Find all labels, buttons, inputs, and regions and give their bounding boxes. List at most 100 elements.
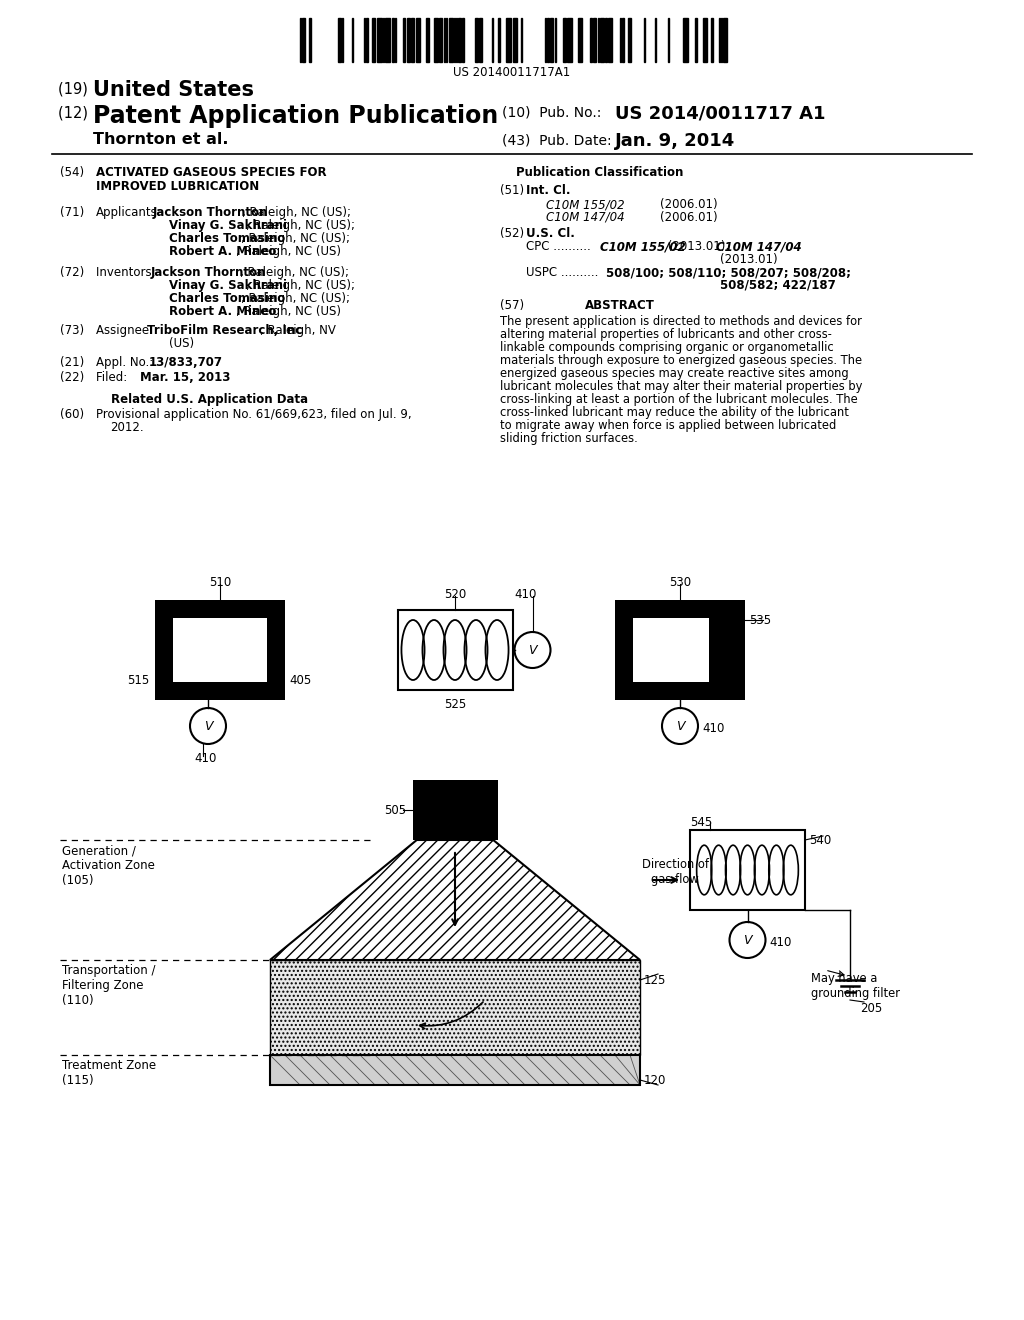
Text: Charles Tomasino: Charles Tomasino [169,292,286,305]
Bar [411,18,414,62]
Text: IMPROVED LUBRICATION: IMPROVED LUBRICATION [96,180,259,193]
Text: C10M 147/04: C10M 147/04 [546,211,625,224]
Text: (60): (60) [60,408,84,421]
Text: , Raleigh, NC (US): , Raleigh, NC (US) [237,305,341,318]
Text: Mar. 15, 2013: Mar. 15, 2013 [140,371,230,384]
Bar [593,18,596,62]
Text: US 20140011717A1: US 20140011717A1 [454,66,570,79]
Text: Publication Classification: Publication Classification [516,166,684,180]
Bar [173,618,267,682]
Circle shape [514,632,551,668]
Text: energized gaseous species may create reactive sites among: energized gaseous species may create rea… [500,367,849,380]
Text: (54): (54) [60,166,84,180]
Text: (51): (51) [500,183,524,197]
Text: Vinay G. Sakhrani: Vinay G. Sakhrani [169,219,287,232]
Text: (73): (73) [60,323,84,337]
Text: Direction of
gas flow: Direction of gas flow [641,858,709,886]
Text: 510: 510 [209,576,231,589]
Text: 13/833,707: 13/833,707 [150,356,223,370]
Text: US 2014/0011717 A1: US 2014/0011717 A1 [615,104,825,121]
Text: to migrate away when force is applied between lubricated: to migrate away when force is applied be… [500,418,837,432]
Text: U.S. Cl.: U.S. Cl. [526,227,574,240]
Text: Transportation /
Filtering Zone
(110): Transportation / Filtering Zone (110) [62,964,156,1007]
Text: 405: 405 [289,673,311,686]
Text: cross-linked lubricant may reduce the ability of the lubricant: cross-linked lubricant may reduce the ab… [500,407,849,418]
Bar [506,18,511,62]
Bar [155,601,285,700]
Text: Int. Cl.: Int. Cl. [526,183,570,197]
Circle shape [190,708,226,744]
Bar [590,18,592,62]
Text: Robert A. Mineo: Robert A. Mineo [169,246,276,257]
Text: (2013.01);: (2013.01); [664,240,733,253]
Bar [711,18,713,62]
Polygon shape [270,840,640,960]
Text: CPC ..........: CPC .......... [526,240,591,253]
Text: 535: 535 [749,614,771,627]
Text: TriboFilm Research, Inc: TriboFilm Research, Inc [147,323,302,337]
Text: ACTIVATED GASEOUS SPECIES FOR: ACTIVATED GASEOUS SPECIES FOR [96,166,327,180]
Bar [302,18,305,62]
Text: , Raleigh, NC (US);: , Raleigh, NC (US); [246,279,354,292]
Text: C10M 147/04: C10M 147/04 [716,240,802,253]
Bar [309,18,311,62]
Bar [633,618,709,682]
Text: Thornton et al.: Thornton et al. [93,132,228,147]
Bar [475,18,478,62]
Text: , Raleigh, NV: , Raleigh, NV [260,323,336,337]
Text: 515: 515 [127,673,150,686]
Bar [413,780,498,840]
Text: V: V [204,719,212,733]
Text: 508/100; 508/110; 508/207; 508/208;: 508/100; 508/110; 508/207; 508/208; [606,267,851,279]
Bar [498,18,500,62]
Text: 120: 120 [644,1073,667,1086]
Text: 540: 540 [809,833,831,846]
Text: C10M 155/02: C10M 155/02 [546,198,625,211]
Bar [426,18,429,62]
Circle shape [662,708,698,744]
Text: 2012.: 2012. [110,421,143,434]
Bar [397,610,512,690]
Text: materials through exposure to energized gaseous species. The: materials through exposure to energized … [500,354,862,367]
Text: (21): (21) [60,356,84,370]
Bar [377,18,382,62]
Bar [385,18,390,62]
Bar [600,18,604,62]
Text: , Raleigh, NC (US);: , Raleigh, NC (US); [246,219,354,232]
Text: (43)  Pub. Date:: (43) Pub. Date: [502,135,611,148]
Text: V: V [676,719,684,733]
Bar [628,18,631,62]
Text: 508/582; 422/187: 508/582; 422/187 [720,279,836,292]
Text: 410: 410 [769,936,792,949]
Bar [690,830,805,909]
Text: Jackson Thornton: Jackson Thornton [153,206,268,219]
Text: Robert A. Mineo: Robert A. Mineo [169,305,276,318]
Text: , Raleigh, NC (US);: , Raleigh, NC (US); [241,232,350,246]
Text: Appl. No.:: Appl. No.: [96,356,157,370]
Text: (2006.01): (2006.01) [660,198,718,211]
Bar [403,18,406,62]
Text: 410: 410 [702,722,724,734]
Bar [695,18,697,62]
Text: (19): (19) [58,82,92,96]
Text: (2006.01): (2006.01) [660,211,718,224]
Text: lubricant molecules that may alter their material properties by: lubricant molecules that may alter their… [500,380,862,393]
Text: 530: 530 [669,576,691,589]
Text: (71): (71) [60,206,84,219]
Text: Jackson Thornton: Jackson Thornton [151,267,266,279]
Text: ABSTRACT: ABSTRACT [585,300,655,312]
Text: Patent Application Publication: Patent Application Publication [93,104,499,128]
Text: linkable compounds comprising organic or organometallic: linkable compounds comprising organic or… [500,341,834,354]
Text: Jan. 9, 2014: Jan. 9, 2014 [615,132,735,150]
Bar [338,18,341,62]
Bar [392,18,394,62]
Bar [578,18,582,62]
Text: USPC ..........: USPC .......... [526,267,598,279]
Bar [462,18,464,62]
Text: (10)  Pub. No.:: (10) Pub. No.: [502,106,601,120]
Polygon shape [270,1055,640,1085]
Text: , Raleigh, NC (US);: , Raleigh, NC (US); [242,206,351,219]
Bar [513,18,517,62]
Text: sliding friction surfaces.: sliding friction surfaces. [500,432,638,445]
Bar [479,18,482,62]
